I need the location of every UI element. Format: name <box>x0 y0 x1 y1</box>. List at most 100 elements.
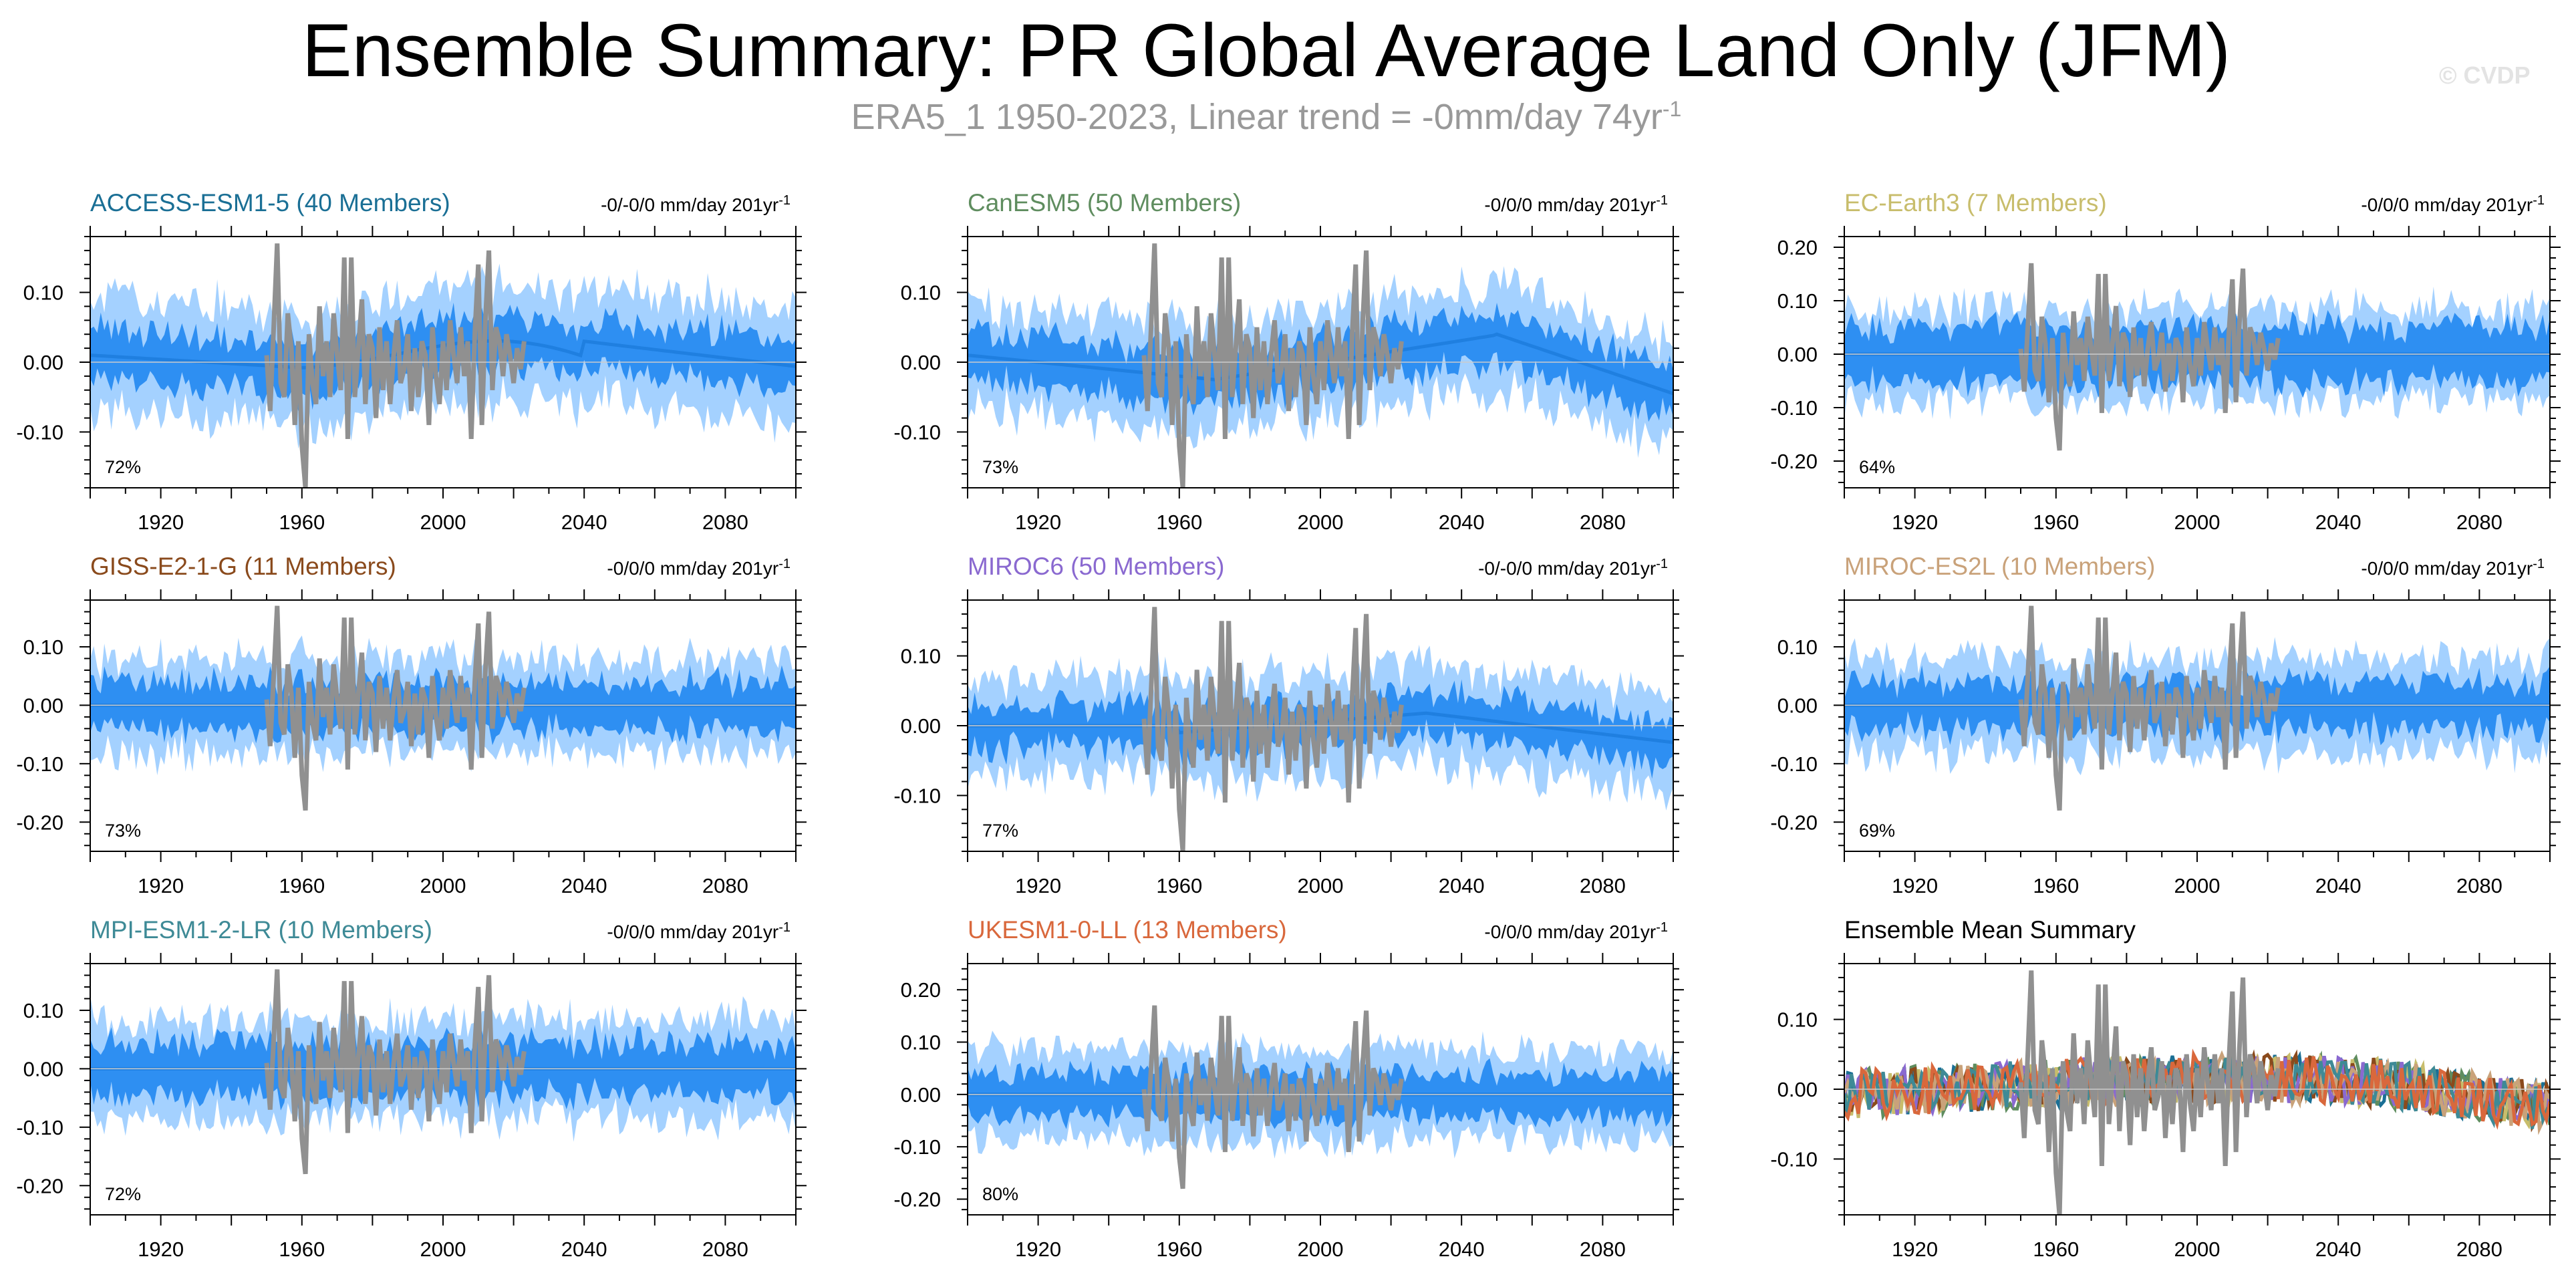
observed-line <box>264 605 527 811</box>
x-tick-label: 2080 <box>1580 874 1626 897</box>
panel-trend: -0/0/0 mm/day 201yr-1 <box>1484 193 1668 215</box>
observed-line <box>2018 970 2281 1215</box>
y-tick-label: -0.20 <box>16 811 63 834</box>
y-tick-label: 0.00 <box>23 351 63 374</box>
panel-trend: -0/0/0 mm/day 201yr-1 <box>2361 193 2545 215</box>
panel-trend-superscript: -1 <box>778 193 791 208</box>
plot-area <box>1844 605 2550 811</box>
y-tick-label: 0.10 <box>901 281 941 305</box>
x-tick-label: 2080 <box>1580 1238 1626 1261</box>
x-tick-label: 2040 <box>2315 1238 2362 1261</box>
y-tick-label: 0.00 <box>1777 343 1818 366</box>
plot-area <box>968 607 1673 851</box>
x-tick-label: 2080 <box>2456 1238 2502 1261</box>
x-tick-label: 2000 <box>420 1238 466 1261</box>
observed-line <box>1141 607 1404 851</box>
y-tick-label: 0.10 <box>901 1031 941 1054</box>
x-tick-label: 1920 <box>138 874 184 897</box>
x-tick-label: 1960 <box>1156 511 1202 534</box>
x-tick-label: 2080 <box>702 511 748 534</box>
panel-trend-superscript: -1 <box>1656 920 1668 935</box>
y-tick-label: 0.00 <box>901 351 941 374</box>
panel-trend-superscript: -1 <box>1656 193 1668 208</box>
panel-trend-superscript: -1 <box>2533 557 2545 571</box>
panel-7: 1920 1960 2000 2040 2080 0.10 0.00 -0.10 -0.20 MP… <box>16 916 807 1261</box>
panel-pattern-correlation: 80% <box>982 1184 1018 1204</box>
observed-line <box>264 969 527 1175</box>
x-tick-label: 2040 <box>2315 874 2362 897</box>
figure-subtitle: ERA5_1 1950-2023, Linear trend = -0mm/da… <box>0 97 2533 137</box>
x-tick-label: 1960 <box>1156 1238 1202 1261</box>
panel-trend: -0/-0/0 mm/day 201yr-1 <box>1478 557 1668 579</box>
panel-trend: -0/0/0 mm/day 201yr-1 <box>607 920 791 942</box>
y-tick-label: -0.10 <box>16 1116 63 1139</box>
observed-line <box>2018 263 2281 451</box>
subtitle-superscript: -1 <box>1662 97 1682 121</box>
panel-title: MPI-ESM1-2-LR (10 Members) <box>90 916 432 944</box>
y-tick-label: -0.20 <box>893 1188 941 1211</box>
y-tick-label: 0.00 <box>1777 694 1818 717</box>
panel-pattern-correlation: 77% <box>982 821 1018 841</box>
plot-area <box>90 605 796 811</box>
y-tick-label: -0.10 <box>893 784 941 807</box>
y-tick-label: -0.10 <box>893 420 941 444</box>
panel-title: GISS-E2-1-G (11 Members) <box>90 553 396 580</box>
y-tick-label: 0.20 <box>1777 236 1818 259</box>
y-tick-label: 0.10 <box>1777 635 1818 659</box>
panel-6: 1920 1960 2000 2040 2080 0.10 0.00 -0.10 -0.20 MI… <box>1770 553 2561 897</box>
x-tick-label: 2080 <box>2456 874 2502 897</box>
x-tick-label: 1960 <box>279 874 325 897</box>
panel-trend-superscript: -1 <box>2533 193 2545 208</box>
x-tick-label: 2000 <box>1298 511 1344 534</box>
panel-title: EC-Earth3 (7 Members) <box>1844 189 2107 217</box>
x-tick-label: 1920 <box>1892 874 1938 897</box>
panel-pattern-correlation: 73% <box>982 457 1018 477</box>
x-tick-label: 2080 <box>702 874 748 897</box>
x-tick-label: 1960 <box>1156 874 1202 897</box>
y-tick-label: 0.10 <box>1777 1008 1818 1032</box>
x-tick-label: 1920 <box>138 1238 184 1261</box>
x-tick-label: 2040 <box>561 1238 607 1261</box>
x-tick-label: 2000 <box>2174 874 2221 897</box>
x-tick-label: 2000 <box>1298 874 1344 897</box>
x-tick-label: 2080 <box>2456 511 2502 534</box>
panel-title: MIROC-ES2L (10 Members) <box>1844 553 2155 580</box>
subtitle-text: ERA5_1 1950-2023, Linear trend = -0mm/da… <box>851 97 1663 137</box>
x-tick-label: 1920 <box>1015 511 1061 534</box>
panel-title: UKESM1-0-LL (13 Members) <box>968 916 1287 944</box>
panel-title: ACCESS-ESM1-5 (40 Members) <box>90 189 450 217</box>
x-tick-label: 1920 <box>1892 1238 1938 1261</box>
plot-area <box>90 243 796 488</box>
plot-area <box>1844 970 2550 1215</box>
x-tick-label: 1960 <box>2033 1238 2079 1261</box>
panel-pattern-correlation: 69% <box>1859 821 1895 841</box>
y-tick-label: 0.00 <box>901 714 941 738</box>
x-tick-label: 1960 <box>2033 874 2079 897</box>
model-mean-line-8 <box>1844 1048 2550 1130</box>
panel-8: 1920 1960 2000 2040 2080 0.20 0.10 0.00 -0.10 -0.… <box>893 916 1684 1261</box>
plot-area <box>968 243 1673 488</box>
panel-4: 1920 1960 2000 2040 2080 0.10 0.00 -0.10 -0.20 GI… <box>16 553 807 897</box>
y-tick-label: 0.00 <box>23 694 63 717</box>
x-tick-label: 2080 <box>1580 511 1626 534</box>
panel-trend-superscript: -1 <box>1656 557 1668 571</box>
x-tick-label: 2040 <box>1439 1238 1485 1261</box>
panel-pattern-correlation: 72% <box>105 457 141 477</box>
y-tick-label: 0.00 <box>901 1083 941 1107</box>
panel-pattern-correlation: 64% <box>1859 457 1895 477</box>
plot-area <box>968 1005 1673 1189</box>
observed-line <box>1141 1005 1404 1189</box>
panel-3: 1920 1960 2000 2040 2080 0.20 0.10 0.00 -0.10 -0.… <box>1770 189 2561 534</box>
panel-trend: -0/0/0 mm/day 201yr-1 <box>1484 920 1668 942</box>
y-tick-label: -0.10 <box>16 752 63 776</box>
x-tick-label: 1960 <box>279 1238 325 1261</box>
y-tick-label: 0.00 <box>23 1057 63 1081</box>
panel-trend-superscript: -1 <box>778 557 791 571</box>
figure-title: Ensemble Summary: PR Global Average Land… <box>301 9 2231 92</box>
x-tick-label: 1920 <box>138 511 184 534</box>
panel-trend: -0/0/0 mm/day 201yr-1 <box>607 557 791 579</box>
y-tick-label: 0.00 <box>1777 1078 1818 1101</box>
y-tick-label: -0.10 <box>1770 1147 1818 1171</box>
x-tick-label: 2040 <box>1439 511 1485 534</box>
